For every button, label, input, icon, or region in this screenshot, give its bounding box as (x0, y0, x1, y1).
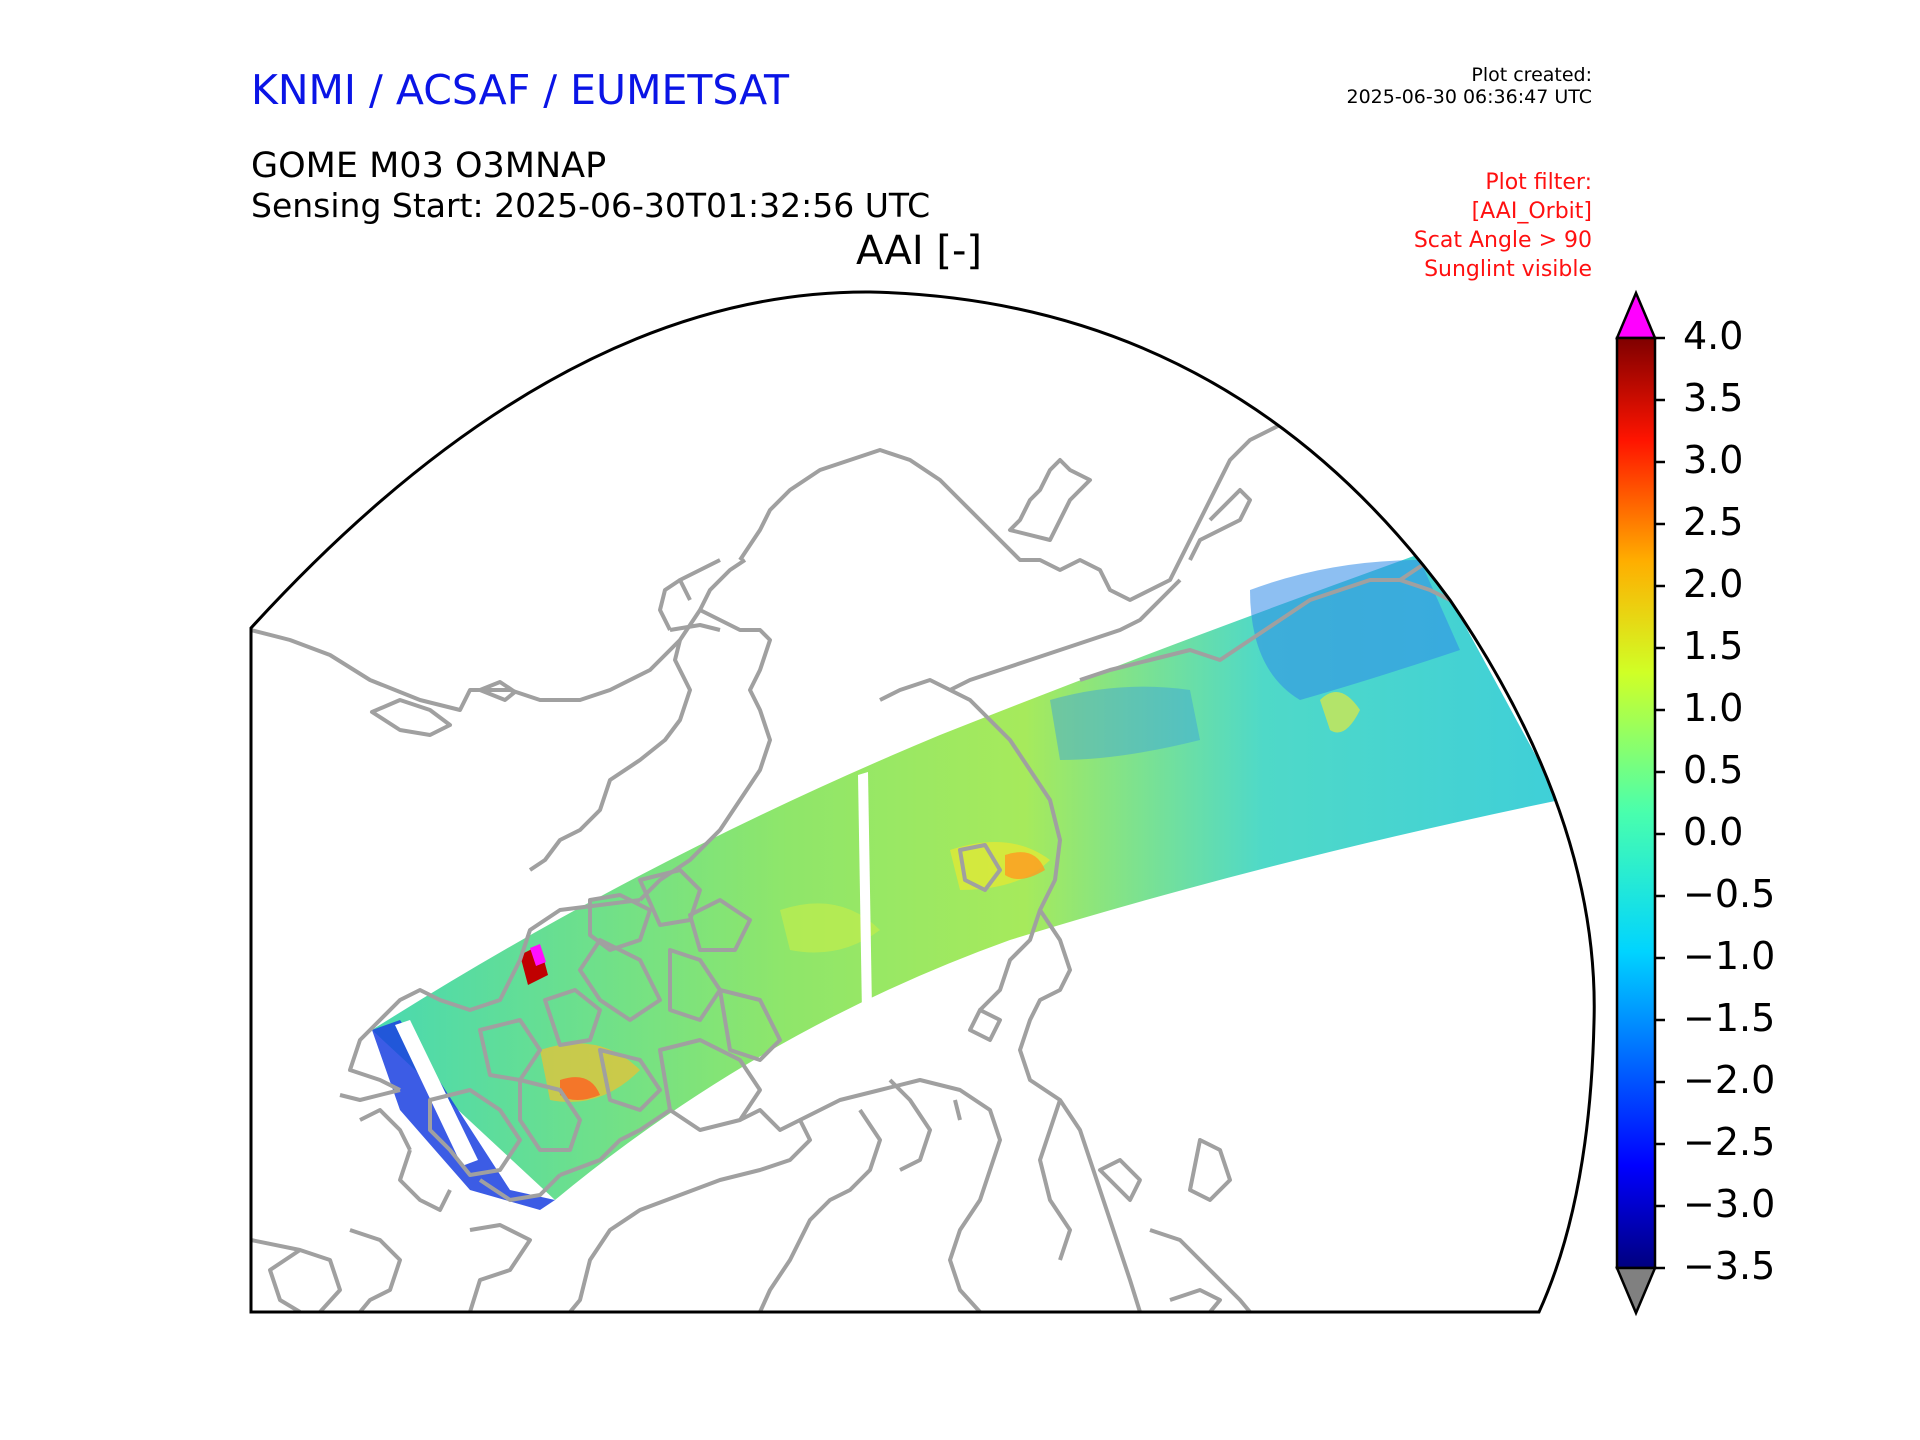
coastline (398, 1149, 452, 1212)
coastline (953, 1099, 962, 1121)
coastline (428, 1088, 522, 1177)
coastline (588, 893, 652, 952)
swath-high-aai-region (1005, 852, 1045, 879)
coastline (949, 578, 1182, 692)
coastline (1188, 1138, 1232, 1202)
colorbar-tick-label: 0.0 (1683, 810, 1744, 854)
coastline (968, 1008, 1002, 1042)
coastline (1098, 1158, 1142, 1202)
colorbar-tick-label: −2.5 (1683, 1120, 1776, 1164)
colorbar-tick-label: 1.0 (1683, 686, 1744, 730)
colorbar-tick-label: −0.5 (1683, 872, 1776, 916)
coastline (518, 1078, 582, 1152)
coastline (1188, 488, 1252, 561)
colorbar-tick-label: −3.0 (1683, 1182, 1776, 1226)
colorbar (1615, 289, 1665, 1317)
coastline (888, 1078, 932, 1172)
coastline (1149, 1228, 1252, 1312)
coastline (359, 1108, 412, 1151)
colorbar-tick-label: −1.5 (1683, 996, 1776, 1040)
coastline (1008, 458, 1092, 542)
coastline (568, 1108, 812, 1312)
coastline (1018, 908, 1142, 1312)
swath-high-aai-region (560, 1077, 600, 1100)
swath-low-aai-region (1250, 560, 1460, 700)
sensing-start: Sensing Start: 2025-06-30T01:32:56 UTC (251, 186, 931, 225)
coastlines (251, 358, 1502, 1312)
colorbar-tick-label: 3.5 (1683, 376, 1744, 420)
coastline (638, 868, 702, 927)
swath-high-aai-region (780, 903, 880, 953)
swath-data-gap (395, 1020, 478, 1166)
coastline (251, 1238, 342, 1312)
map-content (251, 358, 1560, 1312)
coastline (1038, 1099, 1072, 1261)
coastline (688, 898, 752, 952)
coastline (349, 1228, 402, 1312)
colorbar-tick-label: −3.5 (1683, 1244, 1776, 1288)
coastline (559, 1108, 672, 1177)
swath-data-gap (858, 772, 872, 1014)
coastline (468, 1223, 532, 1312)
coastline (668, 948, 722, 1022)
colorbar-tick-marks (1655, 336, 1665, 1270)
plot-created-info: Plot created: 2025-06-30 06:36:47 UTC (1347, 64, 1593, 108)
organization-title: KNMI / ACSAF / EUMETSAT (251, 66, 790, 114)
plot-filter-line: [AAI_Orbit] (1471, 199, 1592, 224)
coastline (1169, 1288, 1222, 1312)
coastline (251, 558, 747, 712)
plot-filter: Plot filter: [AAI_Orbit] Scat Angle > 90… (1414, 168, 1592, 284)
coastline (958, 843, 1002, 892)
coastline (578, 938, 662, 1022)
colorbar-tick-label: 0.5 (1683, 748, 1744, 792)
coastline (738, 358, 1391, 602)
coastline (339, 1088, 401, 1102)
coastline (478, 680, 517, 702)
coastline (658, 578, 682, 631)
plot-title: AAI [-] (856, 228, 982, 274)
coastline (758, 1108, 882, 1312)
coastline (799, 1078, 1002, 1312)
coastline (638, 608, 772, 902)
coastline (669, 623, 721, 632)
plot-created-label: Plot created: (1471, 64, 1592, 86)
coastline (678, 558, 721, 601)
coastline (478, 1018, 542, 1082)
coastline (658, 1038, 762, 1132)
plot-filter-line: Scat Angle > 90 (1413, 228, 1592, 253)
product-name: GOME M03 O3MNAP (251, 146, 607, 186)
swath-high-aai-region (530, 944, 546, 966)
colorbar-tick-label: 3.0 (1683, 438, 1744, 482)
colorbar-over-extension (1615, 289, 1657, 340)
colorbar-tick-label: 2.0 (1683, 562, 1744, 606)
plot-filter-line: Plot filter: (1485, 170, 1592, 195)
coastline (598, 1048, 662, 1112)
colorbar-tick-label: 4.0 (1683, 314, 1744, 358)
coastline (543, 988, 602, 1047)
colorbar-tick-label: −1.0 (1683, 934, 1776, 978)
colorbar-tick-label: 2.5 (1683, 500, 1744, 544)
coastline (879, 678, 1062, 1012)
plot-created-time: 2025-06-30 06:36:47 UTC (1346, 86, 1593, 108)
map-frame (249, 290, 1596, 1314)
colorbar-tick-label: 1.5 (1683, 624, 1744, 668)
coastline (528, 639, 692, 872)
swath-low-aai-region (1050, 686, 1200, 760)
coastline (348, 898, 641, 1092)
plot-filter-line: Sunglint visible (1424, 257, 1592, 282)
coastline (268, 1248, 302, 1312)
colorbar-gradient (1615, 336, 1657, 1270)
colorbar-under-extension (1615, 1266, 1657, 1317)
coastline (718, 988, 782, 1062)
coastline (370, 698, 452, 737)
coastline (478, 1173, 562, 1202)
swath-high-aai-region (1320, 692, 1360, 733)
colorbar-tick-label: −2.0 (1683, 1058, 1776, 1102)
